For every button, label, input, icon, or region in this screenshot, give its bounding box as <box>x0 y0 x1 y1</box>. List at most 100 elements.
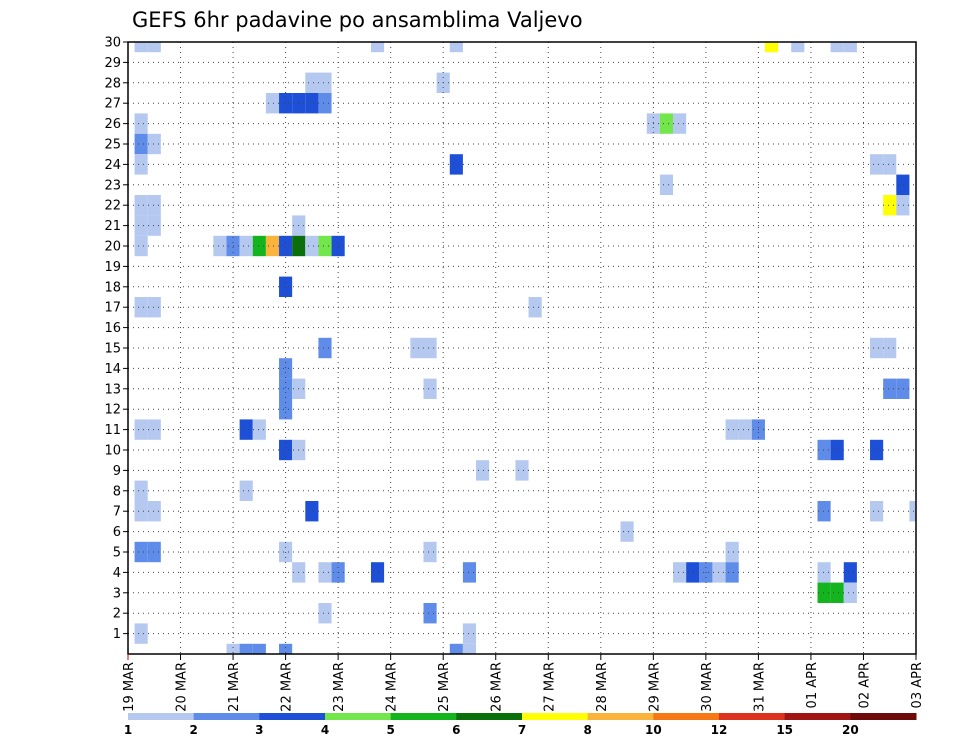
y-tick-label: 21 <box>104 219 121 234</box>
heatmap-cell <box>423 337 437 359</box>
y-tick-label: 13 <box>104 382 121 397</box>
y-tick-label: 1 <box>113 627 121 642</box>
x-tick-label: 26 MAR <box>490 662 505 712</box>
heatmap-cell <box>896 174 910 195</box>
heatmap-cell <box>279 399 293 420</box>
heatmap-cell <box>134 480 148 501</box>
heatmap-cell <box>423 541 437 563</box>
heatmap-cell <box>462 643 477 654</box>
x-tick-label: 31 MAR <box>752 662 767 712</box>
heatmap-cell <box>134 541 148 563</box>
heatmap-cell <box>279 378 293 399</box>
heatmap-cell <box>883 195 897 216</box>
y-tick-label: 11 <box>104 423 121 438</box>
colorbar-label: 6 <box>452 723 460 737</box>
heatmap-cell <box>817 439 831 461</box>
y-tick-label: 16 <box>104 321 121 336</box>
heatmap-cell <box>909 501 916 522</box>
heatmap-cell <box>147 501 161 522</box>
x-tick-label: 01 APR <box>805 662 820 708</box>
y-tick-label: 9 <box>113 464 121 479</box>
heatmap-cell <box>134 623 148 644</box>
x-axis: 19 MAR 20 MAR 21 MAR 22 MAR 23 MAR 24 MAR 25 M… <box>122 654 925 712</box>
y-tick-label: 5 <box>113 546 121 561</box>
chart-title: GEFS 6hr padavine po ansamblima Valjevo <box>132 8 583 32</box>
y-tick-label: 6 <box>113 525 121 540</box>
y-tick-label: 14 <box>104 362 121 377</box>
x-tick-label: 27 MAR <box>542 662 557 712</box>
heatmap-cell <box>673 113 687 134</box>
y-tick-label: 25 <box>104 138 121 153</box>
y-tick-label: 18 <box>104 280 121 295</box>
y-tick-label: 30 <box>104 36 121 51</box>
colorbar-label: 12 <box>711 723 728 737</box>
heatmap-cell <box>305 72 319 93</box>
heatmap-cell <box>318 562 332 583</box>
y-tick-label: 19 <box>104 260 121 275</box>
heatmap-cell <box>462 623 477 644</box>
heatmap-cell <box>318 93 332 114</box>
colorbar-swatch <box>390 713 457 720</box>
heatmap-cell <box>896 195 910 216</box>
heatmap-cell <box>213 235 227 257</box>
heatmap-cell <box>830 439 844 461</box>
heatmap-cell <box>883 337 897 359</box>
heatmap-cell <box>134 215 148 236</box>
heatmap-cell <box>686 562 700 583</box>
heatmap-cell <box>830 42 844 53</box>
colorbar-swatch <box>719 713 786 720</box>
y-tick-label: 15 <box>104 342 121 357</box>
x-tick-label: 20 MAR <box>175 662 190 712</box>
y-tick-label: 20 <box>104 240 121 255</box>
heatmap-cell <box>528 297 542 318</box>
heatmap-cell <box>134 195 148 216</box>
heatmap-cell <box>134 154 148 175</box>
colorbar-label: 7 <box>518 723 526 737</box>
heatmap-cell <box>318 603 332 624</box>
heatmap-cell <box>449 154 463 175</box>
heatmap-cell <box>673 562 687 583</box>
heatmap-cell <box>476 460 490 481</box>
heatmap-cell <box>870 337 884 359</box>
colorbar-label: 15 <box>776 723 793 737</box>
heatmap-cell <box>279 439 293 461</box>
heatmap-cell <box>830 582 844 603</box>
x-tick-label: 25 MAR <box>437 662 452 712</box>
x-tick-label: 30 MAR <box>700 662 715 712</box>
x-tick-label: 21 MAR <box>227 662 242 712</box>
heatmap-cell <box>817 562 831 583</box>
colorbar: 1 2 3 4 5 6 7 8 10 12 15 20 <box>124 713 917 737</box>
colorbar-label: 4 <box>321 723 329 737</box>
heatmap-cell <box>410 337 424 359</box>
y-tick-label: 29 <box>104 56 121 71</box>
colorbar-label: 8 <box>583 723 591 737</box>
heatmap-cell <box>817 501 831 522</box>
colorbar-swatch <box>259 713 326 720</box>
heatmap-cell <box>147 541 161 563</box>
heatmap-cell <box>791 42 805 53</box>
heatmap-cell <box>318 337 332 359</box>
heatmap-cell <box>462 562 477 583</box>
heatmap-cell <box>226 643 240 654</box>
heatmap-cell <box>870 501 884 522</box>
colorbar-swatch <box>193 713 260 720</box>
heatmap-cell <box>659 113 674 134</box>
heatmap-cell <box>883 378 897 399</box>
y-tick-label: 22 <box>104 199 121 214</box>
heatmap-cell <box>265 93 280 114</box>
heatmap-cell <box>134 419 148 440</box>
colorbar-swatch <box>325 713 392 720</box>
heatmap-cell <box>738 419 752 440</box>
heatmap-cell <box>279 276 293 297</box>
heatmap-cell <box>370 42 385 53</box>
y-tick-label: 7 <box>113 505 121 520</box>
heatmap-cell <box>370 562 385 583</box>
x-tick-label: 02 APR <box>858 662 873 708</box>
heatmap-cell <box>279 358 293 379</box>
heatmap-cell <box>305 501 319 522</box>
heatmap-cell <box>134 501 148 522</box>
y-tick-label: 4 <box>113 566 121 581</box>
colorbar-label: 10 <box>645 723 662 737</box>
heatmap-cell <box>318 72 332 93</box>
heatmap-cell <box>305 93 319 114</box>
